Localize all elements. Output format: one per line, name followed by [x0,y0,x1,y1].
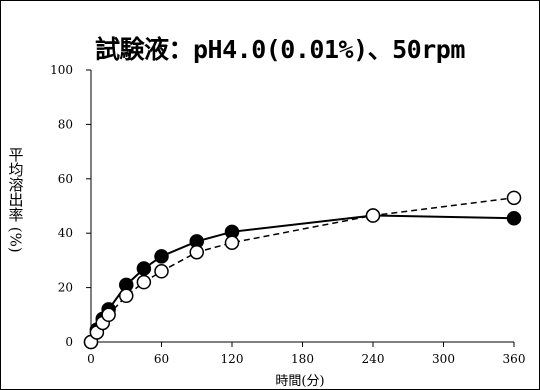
y-axis-label: 平均溶出率 (%) [6,147,25,253]
series-2-point [224,235,240,250]
series-2-point [119,288,134,304]
y-tick-label: 100 [50,63,73,77]
x-tick-label: 360 [503,352,526,366]
series-2-point [101,307,116,323]
axis-ticks: 0 20 40 60 80 100 0 60 120 180 240 300 360 [50,63,525,366]
x-tick-label: 120 [221,352,244,366]
chart-series [83,190,522,350]
x-axis-label: 時間(分) [275,374,325,389]
series-2-point [136,274,152,290]
x-tick-label: 240 [362,352,385,366]
chart-title: 試験液：pH4.0(0.01%)、50rpm [95,35,465,64]
series-1-line [90,214,515,343]
x-tick-label: 0 [87,352,95,366]
series-1-point [506,210,522,226]
series-2-point [189,244,204,260]
x-tick-label: 60 [154,352,169,366]
series-1-point [154,249,169,264]
chart-axes [90,70,514,343]
series-1-point [136,261,152,276]
x-tick-label: 180 [291,352,314,366]
series-2-point [365,208,381,223]
y-tick-label: 60 [58,172,73,186]
series-2-point [154,264,169,279]
y-tick-label: 80 [58,117,73,131]
y-tick-label: 40 [58,226,73,240]
x-tick-label: 300 [432,352,455,366]
y-tick-label: 20 [58,281,73,295]
y-tick-label: 0 [65,335,73,349]
series-2-point [506,190,522,206]
